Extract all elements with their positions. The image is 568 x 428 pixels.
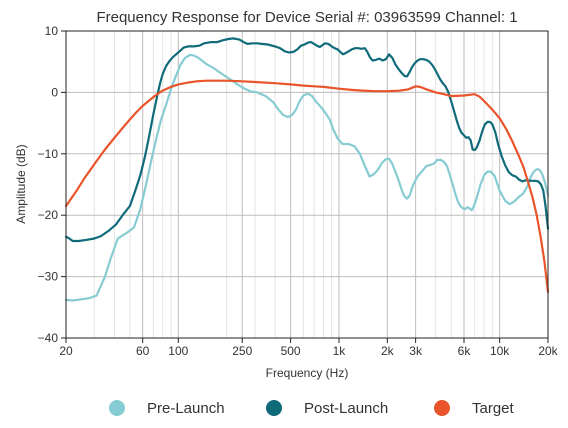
x-tick-label: 10k (490, 344, 510, 358)
x-tick-label: 2k (381, 344, 395, 358)
x-tick-label: 3k (409, 344, 423, 358)
grid-lines (65, 30, 549, 339)
y-tick-label: −30 (38, 270, 59, 284)
frequency-response-chart: 20 60 100 250 500 1k 2k 3k 6k 10k 20k100−10−20−30−… (14, 9, 559, 380)
y-tick-label: −10 (38, 147, 59, 161)
legend-marker-post-launch (266, 400, 282, 416)
x-tick-label: 250 (232, 344, 252, 358)
chart-title: Frequency Response for Device Serial #: … (96, 9, 517, 26)
series-lines (64, 37, 550, 302)
x-tick-label: 100 (168, 344, 188, 358)
legend-marker-target (434, 400, 450, 416)
y-axis-label: Amplitude (dB) (14, 144, 28, 223)
x-tick-label: 6k (458, 344, 472, 358)
axis-ticks: 20 60 100 250 500 1k 2k 3k 6k 10k 20k100−10−20−30−… (38, 24, 559, 358)
series-line-post-launch (64, 37, 550, 243)
series-line-target (64, 79, 550, 293)
legend-label-post-launch: Post-Launch (304, 399, 389, 417)
x-tick-label: 1k (333, 344, 347, 358)
x-tick-label: 20 (59, 344, 73, 358)
legend-label-target: Target (472, 399, 514, 417)
x-tick-label: 60 (136, 344, 150, 358)
legend-label-pre-launch: Pre-Launch (147, 399, 225, 417)
y-tick-label: 0 (51, 85, 58, 99)
legend-item-pre-launch: Pre-Launch (109, 394, 225, 422)
legend-item-target: Target (434, 394, 514, 422)
legend-item-post-launch: Post-Launch (266, 394, 388, 422)
y-tick-label: 10 (45, 24, 59, 38)
x-tick-label: 20k (538, 344, 558, 358)
x-axis-label: Frequency (Hz) (266, 366, 349, 380)
legend: Pre-Launch Post-Launch Target (0, 394, 568, 422)
plot-frame (65, 30, 549, 339)
y-tick-label: −40 (38, 331, 59, 345)
y-tick-label: −20 (38, 208, 59, 222)
legend-marker-pre-launch (109, 400, 125, 416)
series-line-pre-launch (64, 53, 550, 302)
x-tick-label: 500 (281, 344, 301, 358)
